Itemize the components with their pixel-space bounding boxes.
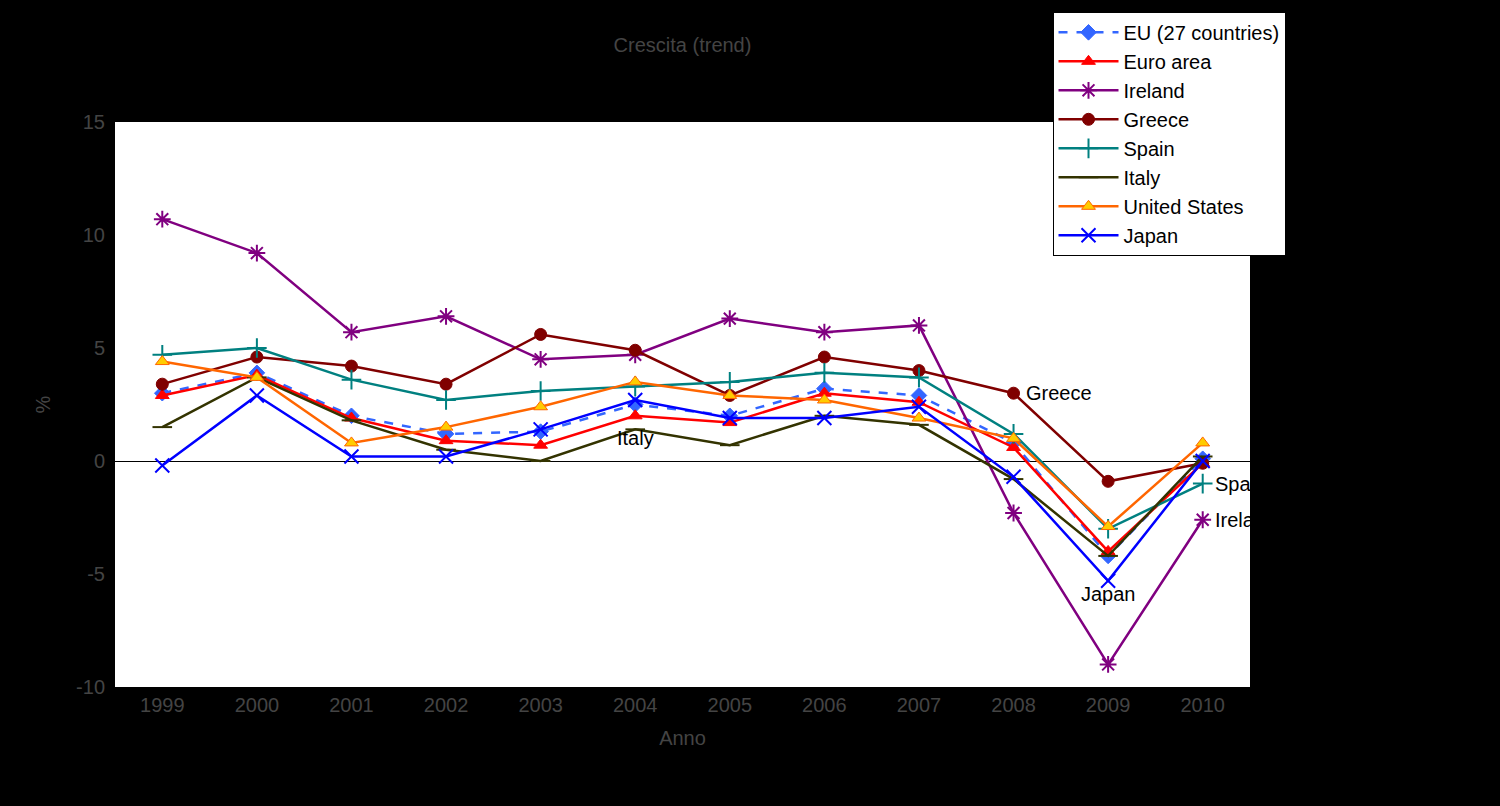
svg-text:EU (27 countries): EU (27 countries) xyxy=(1124,22,1280,44)
svg-text:Anno: Anno xyxy=(659,727,706,749)
svg-text:1999: 1999 xyxy=(140,694,185,716)
svg-text:Greece: Greece xyxy=(1124,109,1190,131)
svg-text:2008: 2008 xyxy=(991,694,1036,716)
svg-text:United States: United States xyxy=(1124,196,1244,218)
svg-text:5: 5 xyxy=(94,337,105,359)
svg-text:2001: 2001 xyxy=(329,694,374,716)
svg-text:Italy: Italy xyxy=(617,427,654,449)
svg-text:Ireland: Ireland xyxy=(1215,509,1276,531)
svg-text:10: 10 xyxy=(83,224,105,246)
svg-text:%: % xyxy=(32,395,54,413)
svg-text:Spain: Spain xyxy=(1124,138,1175,160)
svg-text:2004: 2004 xyxy=(613,694,658,716)
svg-text:Euro area: Euro area xyxy=(1124,51,1213,73)
svg-text:2005: 2005 xyxy=(708,694,753,716)
svg-text:2009: 2009 xyxy=(1086,694,1131,716)
svg-text:2000: 2000 xyxy=(235,694,280,716)
svg-text:15: 15 xyxy=(83,111,105,133)
svg-text:Crescita (trend): Crescita (trend) xyxy=(614,34,752,56)
svg-text:2007: 2007 xyxy=(897,694,942,716)
svg-text:Italy: Italy xyxy=(1124,167,1161,189)
svg-text:Spain: Spain xyxy=(1215,473,1266,495)
svg-text:Japan: Japan xyxy=(1124,225,1179,247)
svg-text:2010: 2010 xyxy=(1180,694,1225,716)
svg-text:-5: -5 xyxy=(87,563,105,585)
svg-text:-10: -10 xyxy=(76,676,105,698)
svg-text:2006: 2006 xyxy=(802,694,847,716)
svg-text:Japan: Japan xyxy=(1081,583,1136,605)
svg-text:Greece: Greece xyxy=(1026,382,1092,404)
svg-text:Ireland: Ireland xyxy=(1124,80,1185,102)
svg-text:0: 0 xyxy=(94,450,105,472)
svg-text:2002: 2002 xyxy=(424,694,469,716)
svg-text:2003: 2003 xyxy=(518,694,563,716)
